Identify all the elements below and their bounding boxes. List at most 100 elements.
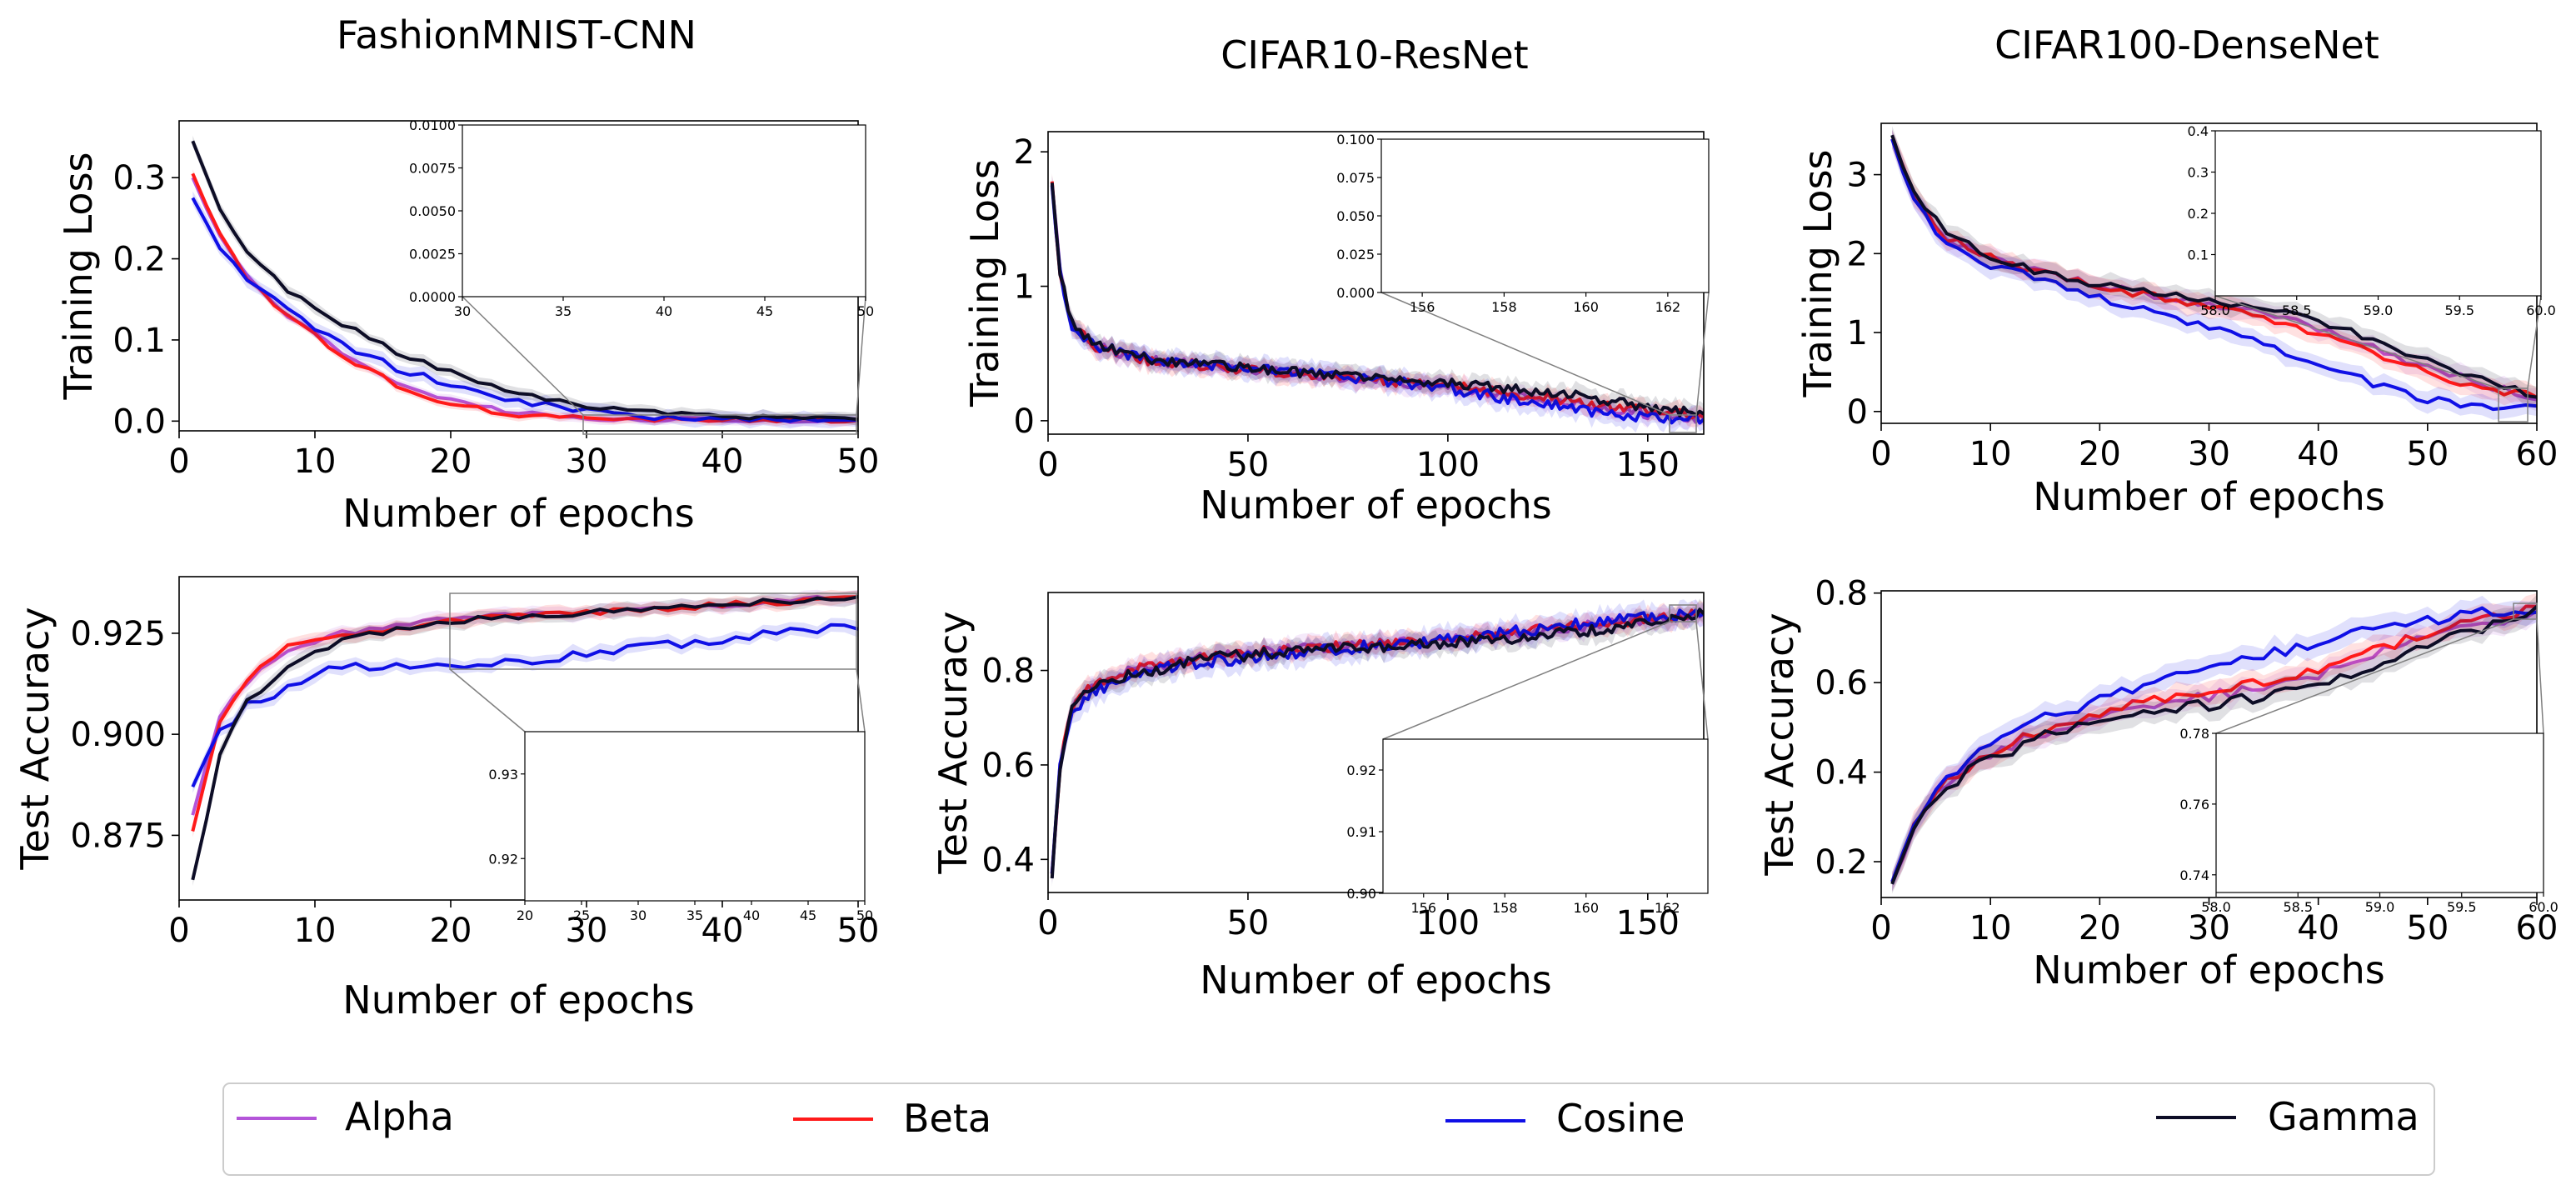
main-band-alpha <box>1051 177 1704 431</box>
inset-frame <box>1382 738 1709 894</box>
zoom-connector <box>856 668 866 732</box>
inset-x-tick-label: 60.0 <box>2529 899 2559 915</box>
panel-title: CIFAR100-DenseNet <box>1994 22 2379 68</box>
inset-x-tick-label: 20 <box>517 908 533 923</box>
y-tick-label: 0.875 <box>70 817 166 855</box>
x-tick-label: 150 <box>1616 904 1680 942</box>
y-tick-label: 0.6 <box>1815 664 1868 702</box>
inset-x-tick-label: 45 <box>800 908 816 923</box>
y-axis-label: Test Accuracy <box>931 611 976 874</box>
inset-x-tick-label: 58.5 <box>2283 899 2313 915</box>
y-tick-label: 0.900 <box>70 716 166 754</box>
main-line-gamma <box>1050 182 1704 418</box>
inset-x-tick-label: 59.5 <box>2447 899 2477 915</box>
x-tick-label: 20 <box>430 442 472 481</box>
panel-c10_test: 0 50 100 150 0.4 0.6 0.8 Number of epochs Test A… <box>931 592 1709 1002</box>
y-tick-label: 0.0 <box>112 402 166 441</box>
legend-frame <box>222 1082 2435 1176</box>
x-tick-label: 50 <box>837 442 880 481</box>
main-line-gamma <box>191 595 858 881</box>
inset-c10_train: 156 158 160 162 0.000 0.025 0.050 0.075 0.100 <box>1336 132 1710 315</box>
main-band-cosine <box>1892 595 2537 892</box>
inset-x-tick-label: 158 <box>1491 299 1517 315</box>
x-tick-label: 60 <box>2516 909 2559 948</box>
inset-x-tick-label: 58.0 <box>2200 302 2230 318</box>
y-tick-label: 2 <box>1847 235 1868 273</box>
main-line-beta <box>1890 604 2537 882</box>
legend-label-beta: Beta <box>903 1096 991 1141</box>
x-tick-label: 0 <box>1037 904 1058 942</box>
panel-c100_test: 0 10 20 30 40 50 60 0.2 0.4 0.6 0.8 Number of epoch… <box>1757 575 2559 992</box>
y-axis-label: Test Accuracy <box>1757 612 1802 876</box>
x-tick-label: 30 <box>566 442 608 481</box>
inset-y-tick-label: 0.025 <box>1336 247 1375 262</box>
y-tick-label: 0.2 <box>112 241 166 279</box>
inset-frame <box>2214 130 2542 297</box>
inset-y-tick-label: 0.0000 <box>409 289 456 305</box>
inset-y-tick-label: 0.91 <box>1346 824 1376 840</box>
y-tick-label: 2 <box>1014 133 1035 172</box>
inset-frame <box>1380 138 1710 293</box>
inset-x-tick-label: 45 <box>756 303 773 319</box>
y-tick-label: 0 <box>1847 393 1868 432</box>
y-tick-label: 0.3 <box>112 159 166 198</box>
inset-x-tick-label: 158 <box>1492 900 1518 916</box>
y-tick-label: 0.8 <box>1815 575 1868 613</box>
x-tick-label: 0 <box>1870 909 1891 948</box>
main-band-gamma <box>1892 126 2537 408</box>
x-tick-label: 50 <box>2406 435 2449 473</box>
inset-x-tick-label: 40 <box>656 303 672 319</box>
inset-x-tick-label: 160 <box>1573 299 1599 315</box>
x-axis-label: Number of epochs <box>2033 474 2384 519</box>
inset-y-tick-label: 0.050 <box>1336 208 1375 224</box>
inset-y-tick-label: 0.78 <box>2179 726 2209 742</box>
legend: Alpha Beta Cosine Gamma <box>222 1082 2435 1176</box>
x-tick-label: 20 <box>2079 435 2121 473</box>
main-band-beta <box>192 169 858 427</box>
inset-x-tick-label: 59.5 <box>2444 302 2474 318</box>
inset-x-tick-label: 156 <box>1410 299 1435 315</box>
y-tick-label: 0.4 <box>1815 754 1868 792</box>
inset-x-tick-label: 35 <box>555 303 572 319</box>
inset-y-tick-label: 0.0050 <box>409 203 456 219</box>
x-tick-label: 100 <box>1416 904 1480 942</box>
inset-y-tick-label: 0.075 <box>1336 170 1375 186</box>
inset-x-tick-label: 58.5 <box>2282 302 2312 318</box>
zoom-connector <box>2527 295 2542 389</box>
inset-y-tick-label: 0.92 <box>488 851 518 867</box>
x-tick-label: 10 <box>1969 435 2012 473</box>
inset-frame <box>462 124 866 298</box>
main-line-gamma <box>1050 608 1704 879</box>
x-tick-label: 10 <box>1969 909 2012 948</box>
zoom-region <box>1669 604 1697 622</box>
y-axis-label: Training Loss <box>962 159 1007 408</box>
panel-c100_train: CIFAR100-DenseNet 0 10 20 30 40 50 60 0 1 2 3 Number… <box>1795 22 2558 519</box>
inset-y-tick-label: 0.93 <box>488 767 518 782</box>
x-tick-label: 50 <box>1226 904 1269 942</box>
y-axis-label: Training Loss <box>1795 149 1840 398</box>
y-tick-label: 0 <box>1014 402 1035 441</box>
main-line-gamma <box>1890 605 2537 885</box>
x-tick-label: 30 <box>566 912 608 950</box>
main-band-cosine <box>1892 129 2537 420</box>
inset-y-tick-label: 0.0100 <box>409 118 456 133</box>
inset-y-tick-label: 0.100 <box>1336 132 1375 148</box>
panel-title: FashionMNIST-CNN <box>337 12 696 58</box>
inset-frame <box>2215 732 2544 893</box>
panel-fm_test: 0 10 20 30 40 50 0.875 0.900 0.925 Number of epoc… <box>12 576 879 1022</box>
y-tick-label: 0.2 <box>1815 843 1868 882</box>
zoom-connector <box>2536 618 2544 734</box>
inset-x-tick-label: 162 <box>1655 299 1681 315</box>
inset-x-tick-label: 50 <box>856 908 873 923</box>
x-axis-label: Number of epochs <box>1200 482 1551 528</box>
main-line-cosine <box>1050 185 1704 425</box>
inset-x-tick-label: 40 <box>743 908 760 923</box>
main-line-cosine <box>1890 138 2537 412</box>
inset-y-tick-label: 0.92 <box>1346 762 1376 778</box>
y-tick-label: 0.4 <box>981 841 1035 879</box>
inset-y-tick-label: 0.2 <box>2188 206 2209 222</box>
zoom-region <box>2513 602 2538 620</box>
main-band-alpha <box>1051 598 1704 882</box>
x-tick-label: 0 <box>1870 435 1891 473</box>
